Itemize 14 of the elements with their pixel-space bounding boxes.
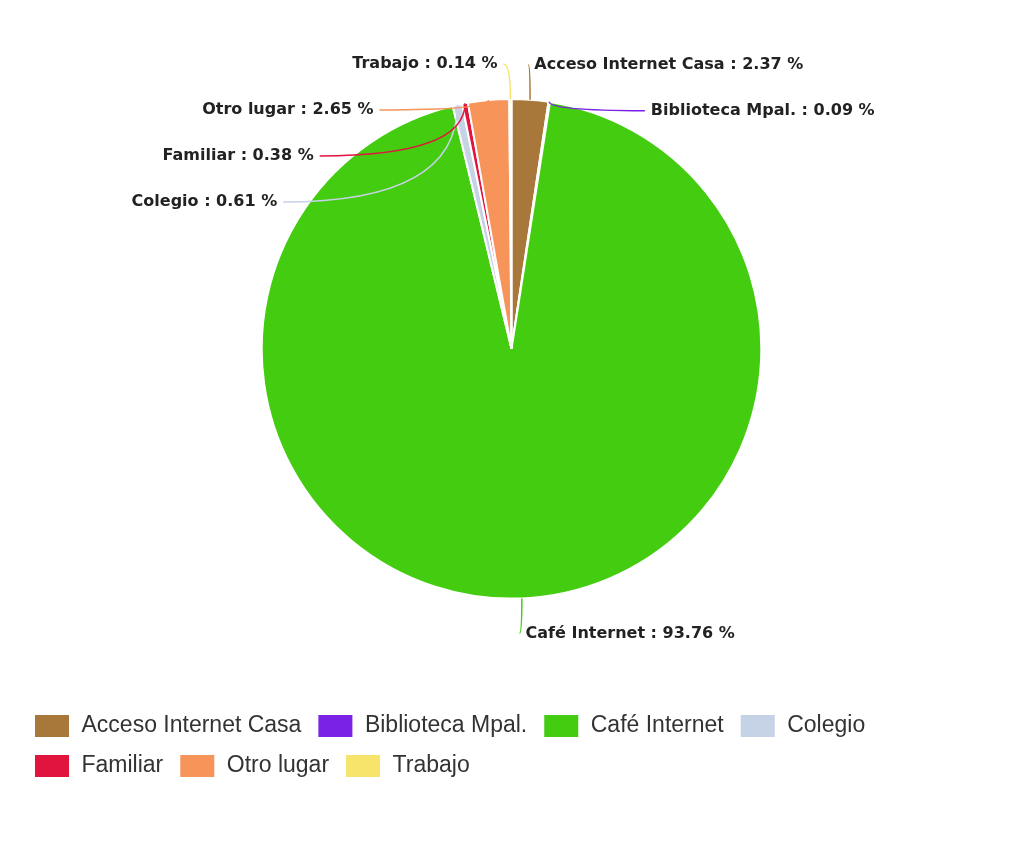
- data-label: Acceso Internet Casa : 2.37 %: [534, 53, 804, 73]
- data-label: Café Internet : 93.76 %: [525, 622, 735, 642]
- data-label: Colegio : 0.61 %: [131, 191, 278, 211]
- data-label: Familiar : 0.38 %: [162, 145, 314, 165]
- legend-label: Familiar: [81, 751, 164, 778]
- data-label: Otro lugar : 2.65 %: [202, 99, 374, 119]
- legend-label: Trabajo: [392, 751, 470, 778]
- legend-label: Acceso Internet Casa: [81, 711, 302, 738]
- legend-label: Café Internet: [590, 711, 725, 738]
- legend-label: Otro lugar: [226, 751, 330, 778]
- legend-label: Colegio: [787, 711, 866, 738]
- data-label: Biblioteca Mpal. : 0.09 %: [650, 99, 875, 119]
- data-label: Trabajo : 0.14 %: [352, 53, 498, 73]
- legend-label: Biblioteca Mpal.: [364, 711, 528, 738]
